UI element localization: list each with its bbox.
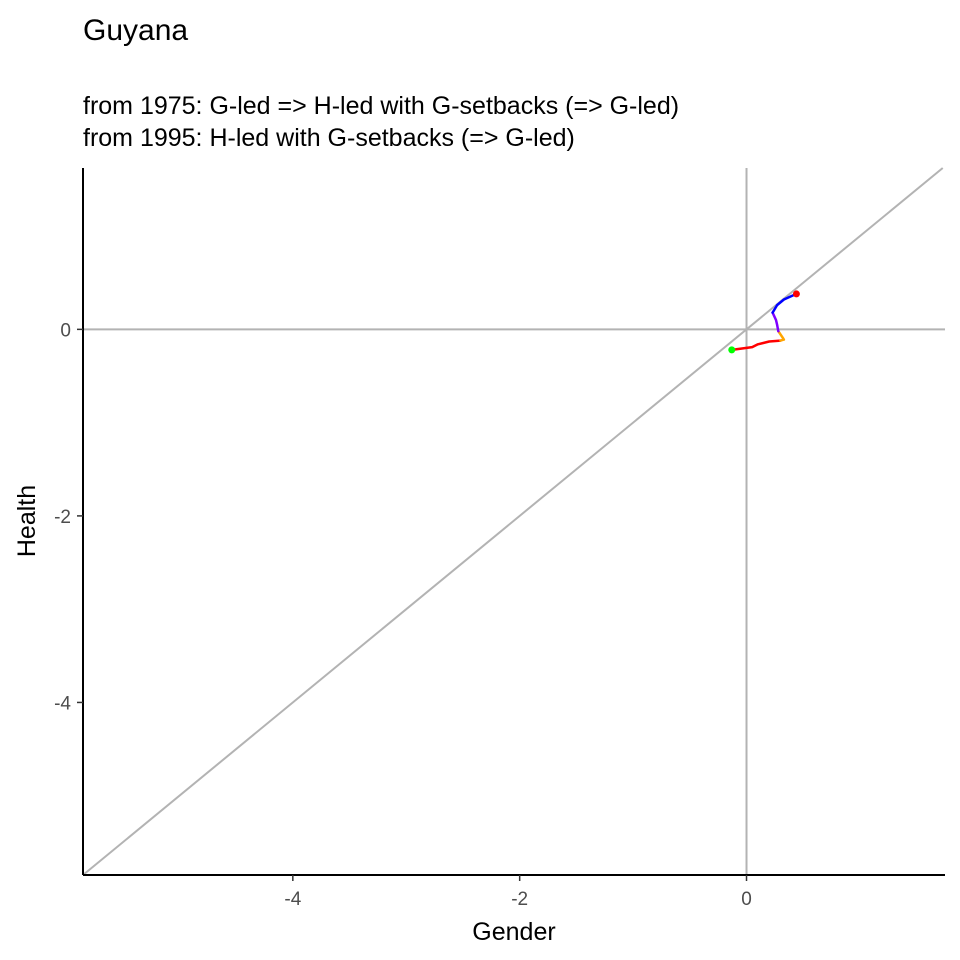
end-point bbox=[792, 290, 800, 298]
axes bbox=[82, 168, 945, 876]
x-tick-label: -4 bbox=[284, 889, 301, 910]
trajectory-segment-2 bbox=[777, 329, 786, 342]
x-tick-label: -2 bbox=[511, 889, 528, 910]
diagonal-reference-line bbox=[82, 167, 944, 876]
x-tick-label: 0 bbox=[741, 889, 752, 910]
trajectory-segment-3 bbox=[771, 311, 780, 333]
chart-title: Guyana bbox=[83, 14, 188, 47]
y-axis-title: Health bbox=[13, 485, 41, 557]
chart-subtitle-line-2: from 1995: H-led with G-setbacks (=> G-l… bbox=[83, 124, 575, 152]
trajectory-segment-4 bbox=[771, 292, 798, 314]
x-axis-title: Gender bbox=[472, 918, 555, 946]
series-layer bbox=[728, 290, 800, 354]
y-tick-label: -2 bbox=[54, 507, 71, 528]
start-point bbox=[728, 346, 736, 354]
y-tick-label: 0 bbox=[60, 320, 71, 341]
reference-lines bbox=[82, 167, 945, 876]
ticks: -4 -2 0 0 -2 -4 bbox=[54, 320, 752, 910]
trajectory-segment-1 bbox=[730, 339, 782, 352]
chart-subtitle-line-1: from 1975: G-led => H-led with G-setback… bbox=[83, 92, 679, 120]
y-tick-label: -4 bbox=[54, 693, 71, 714]
